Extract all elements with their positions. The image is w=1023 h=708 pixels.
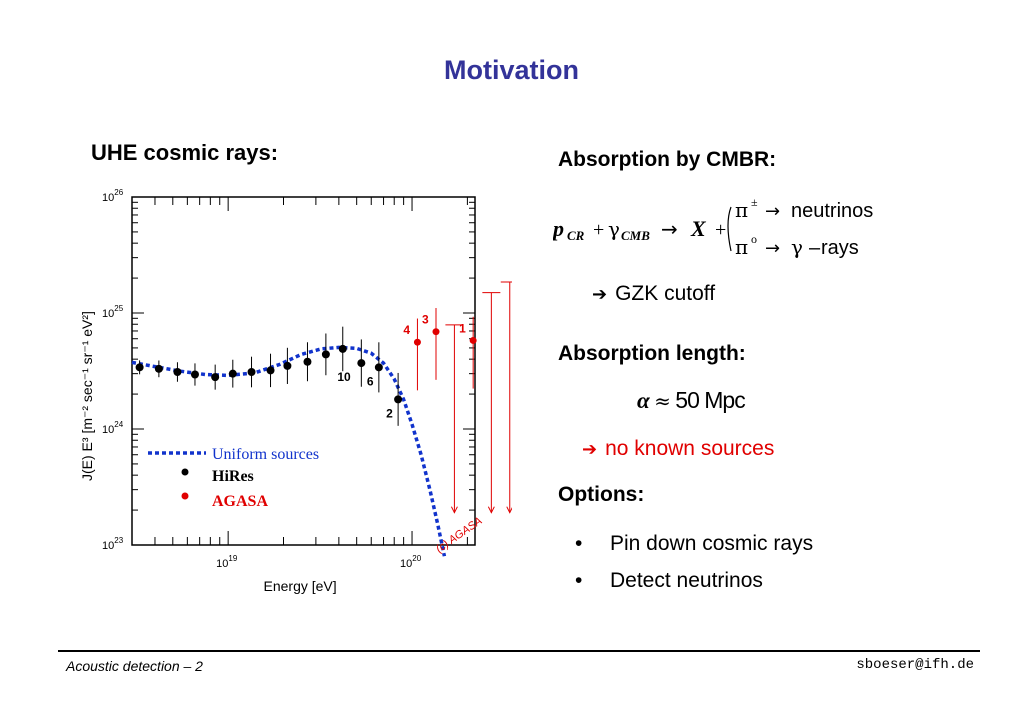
y-tick-label: 1026 xyxy=(102,188,124,204)
hires-point xyxy=(154,364,163,373)
agasa-point xyxy=(413,338,421,346)
formula-rays: rays xyxy=(821,237,859,259)
hires-point xyxy=(266,366,275,375)
formula-gamma-2: γ xyxy=(791,235,803,259)
energy-spectrum-chart: 1023 1024 1025 1026 1019 1020 Energy [eV] J(E) … xyxy=(72,185,512,595)
agasa-point xyxy=(432,328,440,336)
agasa-point-label: 4 xyxy=(403,323,410,337)
bullet-icon: • xyxy=(575,532,583,555)
formula-pi-2: π xyxy=(735,235,748,259)
agasa-point-label: 3 xyxy=(422,313,429,327)
footer-divider xyxy=(58,650,980,652)
gzk-reaction-formula: p CR + γ CMB → X + π ± → neutrinos π o →… xyxy=(553,195,873,259)
approx-symbol: ≈ xyxy=(654,389,671,413)
absorption-length-heading: Absorption length: xyxy=(558,342,746,365)
slide-title: Motivation xyxy=(444,55,579,85)
formula-gamma-sub: CMB xyxy=(621,228,650,243)
hires-point xyxy=(394,395,403,404)
hires-point xyxy=(374,363,383,372)
formula-arrow-2: → xyxy=(765,238,780,259)
hires-point xyxy=(173,368,182,377)
formula-pi-2-sup: o xyxy=(751,232,757,246)
arrow-icon: ➔ xyxy=(582,439,598,460)
formula-plus-2: + xyxy=(715,219,726,241)
x-axis-label: Energy [eV] xyxy=(264,578,337,594)
list-item-text: Pin down cosmic rays xyxy=(610,532,814,555)
arrow-icon: ➔ xyxy=(592,284,608,305)
hires-point xyxy=(135,363,144,372)
agasa-point-label: 1 xyxy=(459,321,466,335)
hires-point xyxy=(321,350,330,359)
uniform-sources-curve xyxy=(131,345,447,557)
hires-point-label: 6 xyxy=(367,374,374,388)
formula-pi-1: π xyxy=(735,198,748,222)
uhe-heading: UHE cosmic rays: xyxy=(91,140,279,165)
legend-hires-label: HiRes xyxy=(212,468,254,485)
y-tick-label: 1023 xyxy=(102,536,124,552)
formula-neutrinos: neutrinos xyxy=(791,200,873,222)
hires-point xyxy=(228,369,237,378)
agasa-limit-arrow xyxy=(506,506,512,514)
formula-gamma: γ xyxy=(608,217,620,241)
plot-frame xyxy=(131,196,476,546)
no-sources-line: ➔ no known sources xyxy=(582,437,774,461)
list-item: • Pin down cosmic rays xyxy=(575,532,813,569)
formula-brace xyxy=(727,206,732,252)
formula-x: X xyxy=(690,216,707,241)
hires-point xyxy=(211,373,220,382)
bullet-icon: • xyxy=(575,569,583,592)
alpha-symbol: α xyxy=(637,388,650,413)
x-tick-label: 1020 xyxy=(400,554,422,570)
y-tick-label: 1025 xyxy=(102,304,124,320)
hires-point xyxy=(357,359,366,368)
hires-point xyxy=(338,344,347,353)
gzk-cutoff-line: ➔ GZK cutoff xyxy=(592,282,715,306)
legend-agasa-marker xyxy=(181,492,189,500)
legend-model-label: Uniform sources xyxy=(212,446,319,463)
formula-plus: + xyxy=(593,219,604,241)
legend-agasa-label: AGASA xyxy=(212,493,268,510)
formula-p: p xyxy=(553,216,564,241)
list-item: • Detect neutrinos xyxy=(575,569,813,606)
formula-p-sub: CR xyxy=(567,228,585,243)
formula-pi-1-sup: ± xyxy=(751,195,758,209)
hires-point-label: 10 xyxy=(337,370,351,384)
hires-point xyxy=(283,361,292,370)
gzk-cutoff-text: GZK cutoff xyxy=(615,282,716,305)
no-sources-text: no known sources xyxy=(605,437,775,460)
footer-left: Acoustic detection – 2 xyxy=(66,658,203,674)
y-axis-label: J(E) E³ [m⁻² sec⁻¹ sr⁻¹ eV²] xyxy=(79,311,95,481)
footer-email: sboeser@ifh.de xyxy=(856,657,974,673)
options-heading: Options: xyxy=(558,483,645,506)
legend-hires-marker xyxy=(181,468,189,476)
alpha-value: 50 Mpc xyxy=(675,387,745,413)
formula-arrow: → xyxy=(661,217,678,241)
agasa-limit-arrow xyxy=(450,506,458,514)
hires-point xyxy=(303,357,312,366)
y-tick-label: 1024 xyxy=(102,420,124,436)
agasa-limit-arrow xyxy=(487,506,495,514)
options-list: • Pin down cosmic rays • Detect neutrino… xyxy=(575,532,813,606)
formula-dash: – xyxy=(809,237,821,259)
hires-point-label: 2 xyxy=(386,406,393,420)
hires-point xyxy=(190,370,199,379)
absorption-cmbr-heading: Absorption by CMBR: xyxy=(558,148,777,171)
formula-arrow-1: → xyxy=(765,201,780,222)
agasa-point xyxy=(469,336,477,344)
absorption-length-value: α ≈ 50 Mpc xyxy=(637,387,746,414)
list-item-text: Detect neutrinos xyxy=(610,569,763,592)
x-tick-label: 1019 xyxy=(216,554,238,570)
hires-point xyxy=(247,368,256,377)
